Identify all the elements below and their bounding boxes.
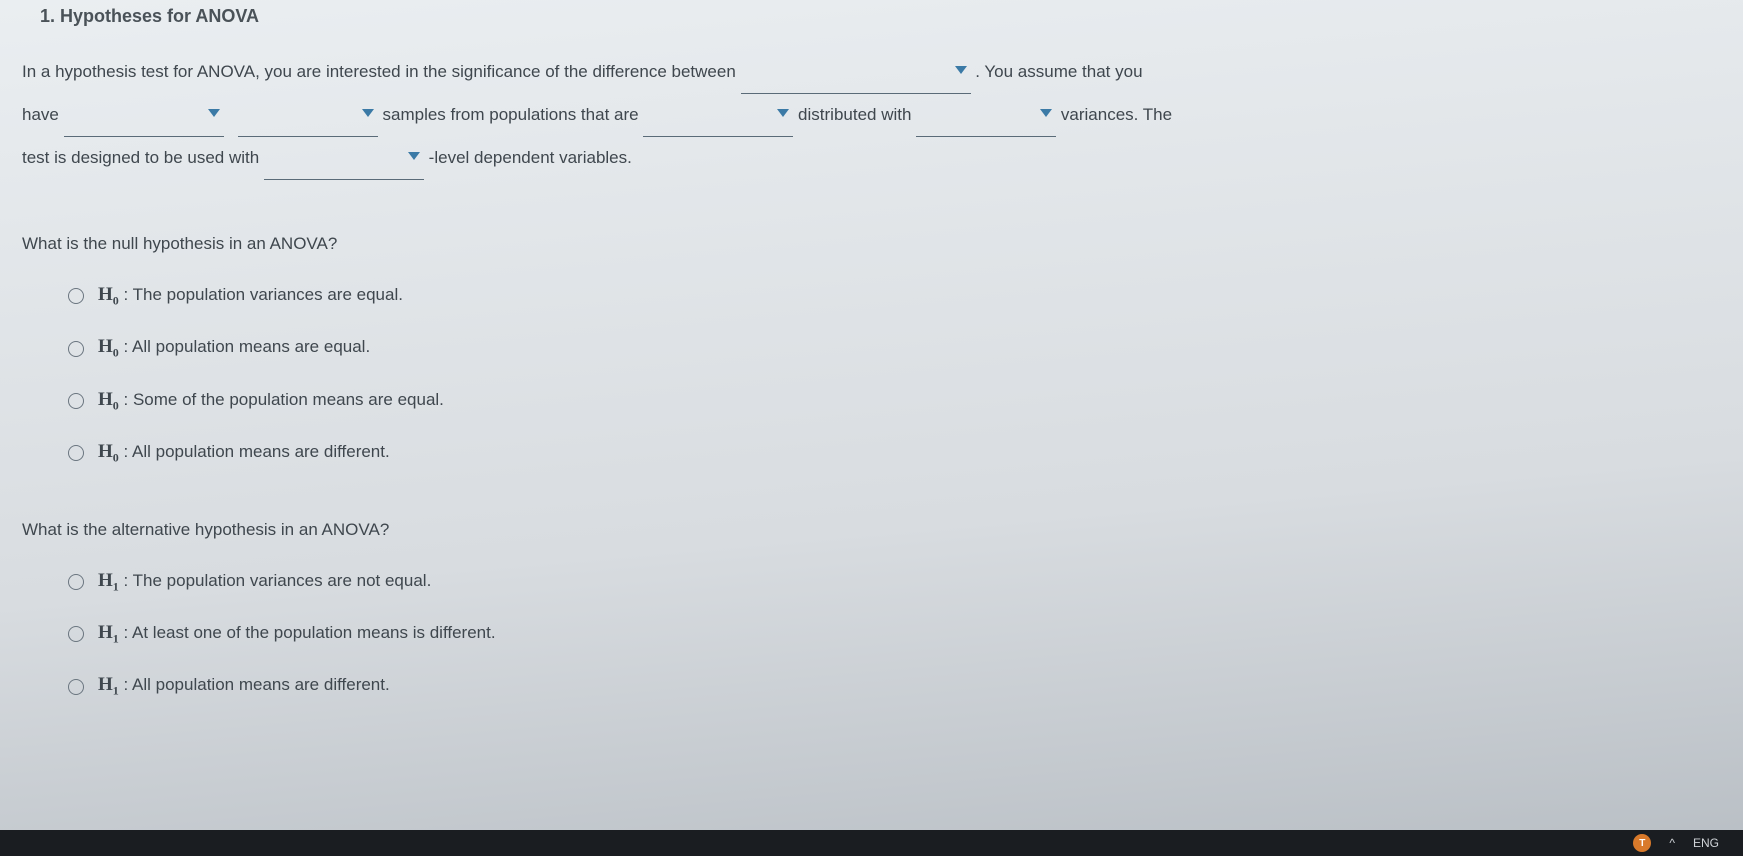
option-label: H0 : All population means are equal. xyxy=(98,336,370,360)
chevron-down-icon xyxy=(362,109,374,117)
dropdown-blank-2[interactable] xyxy=(64,94,224,137)
radio-icon xyxy=(68,445,84,461)
text-segment: samples from populations that are xyxy=(383,105,644,124)
radio-icon xyxy=(68,626,84,642)
taskbar: T ^ ENG xyxy=(0,830,1743,856)
radio-icon xyxy=(68,341,84,357)
option-label: H0 : All population means are different. xyxy=(98,441,390,465)
option-label: H1 : All population means are different. xyxy=(98,674,390,698)
text-segment: In a hypothesis test for ANOVA, you are … xyxy=(22,62,741,81)
question-1-prompt: What is the null hypothesis in an ANOVA? xyxy=(22,234,1721,254)
radio-option[interactable]: H0 : Some of the population means are eq… xyxy=(68,389,1721,413)
radio-icon xyxy=(68,288,84,304)
chevron-down-icon xyxy=(408,152,420,160)
chevron-down-icon xyxy=(777,109,789,117)
dropdown-blank-3[interactable] xyxy=(238,94,378,137)
question-2-options: H1 : The population variances are not eq… xyxy=(22,570,1721,699)
text-segment: -level dependent variables. xyxy=(429,148,632,167)
radio-option[interactable]: H0 : All population means are equal. xyxy=(68,336,1721,360)
radio-option[interactable]: H1 : All population means are different. xyxy=(68,674,1721,698)
option-label: H0 : Some of the population means are eq… xyxy=(98,389,444,413)
dropdown-blank-1[interactable] xyxy=(741,51,971,94)
option-label: H1 : The population variances are not eq… xyxy=(98,570,431,594)
dropdown-blank-6[interactable] xyxy=(264,137,424,180)
dropdown-blank-5[interactable] xyxy=(916,94,1056,137)
dropdown-blank-4[interactable] xyxy=(643,94,793,137)
option-label: H1 : At least one of the population mean… xyxy=(98,622,496,646)
chevron-down-icon xyxy=(208,109,220,117)
radio-icon xyxy=(68,574,84,590)
language-indicator[interactable]: ENG xyxy=(1693,836,1719,850)
tray-chevron-up-icon[interactable]: ^ xyxy=(1669,836,1675,850)
radio-option[interactable]: H0 : All population means are different. xyxy=(68,441,1721,465)
question-2-prompt: What is the alternative hypothesis in an… xyxy=(22,520,1721,540)
text-segment: test is designed to be used with xyxy=(22,148,264,167)
tray-app-icon[interactable]: T xyxy=(1633,834,1651,852)
fill-in-paragraph: In a hypothesis test for ANOVA, you are … xyxy=(22,51,1721,180)
question-1-options: H0 : The population variances are equal.… xyxy=(22,284,1721,466)
radio-icon xyxy=(68,679,84,695)
radio-option[interactable]: H1 : The population variances are not eq… xyxy=(68,570,1721,594)
text-segment: variances. The xyxy=(1061,105,1172,124)
text-segment: have xyxy=(22,105,64,124)
radio-option[interactable]: H0 : The population variances are equal. xyxy=(68,284,1721,308)
option-label: H0 : The population variances are equal. xyxy=(98,284,403,308)
radio-icon xyxy=(68,393,84,409)
section-heading: 1. Hypotheses for ANOVA xyxy=(22,0,1721,51)
text-segment: . You assume that you xyxy=(975,62,1142,81)
text-segment: distributed with xyxy=(798,105,916,124)
chevron-down-icon xyxy=(955,66,967,74)
radio-option[interactable]: H1 : At least one of the population mean… xyxy=(68,622,1721,646)
chevron-down-icon xyxy=(1040,109,1052,117)
